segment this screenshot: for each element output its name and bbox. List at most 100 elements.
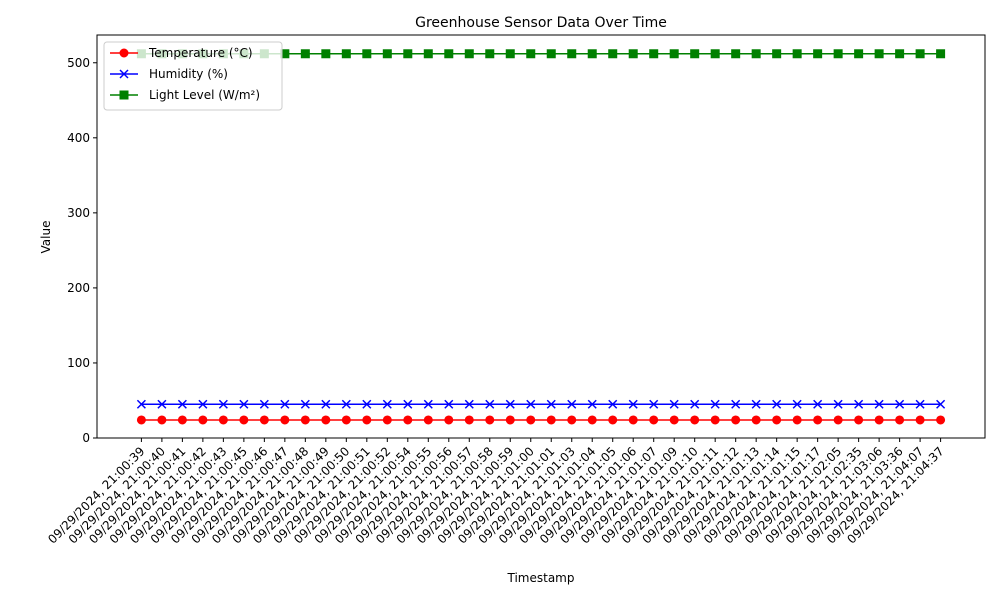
- data-point-humidity-19-stroke-b: [526, 399, 536, 409]
- data-point-humidity-0: [136, 399, 146, 409]
- data-point-humidity-36-stroke-b: [874, 399, 884, 409]
- data-point-humidity-28-stroke-b: [710, 399, 720, 409]
- data-point-temperature-c-38: [915, 415, 925, 425]
- data-point-humidity-34-stroke-b: [833, 399, 843, 409]
- data-point-humidity-29-stroke-b: [731, 399, 741, 409]
- data-point-humidity-39: [936, 399, 946, 409]
- y-tick-label-100: 100: [67, 356, 90, 370]
- data-point-humidity-1-stroke-b: [157, 399, 167, 409]
- legend-label-humidity: Humidity (%): [149, 67, 228, 81]
- data-point-temperature-c-39: [936, 415, 946, 425]
- data-point-temperature-c-5: [239, 415, 249, 425]
- data-point-light-level-w-m-9: [321, 49, 331, 59]
- data-point-temperature-c-7: [280, 415, 290, 425]
- y-tick-label-500: 500: [67, 56, 90, 70]
- data-point-temperature-c-4: [218, 415, 228, 425]
- data-point-humidity-11-stroke-b: [362, 399, 372, 409]
- y-axis: 0 100 200 300 400 500: [67, 56, 97, 445]
- data-point-temperature-c-23: [608, 415, 618, 425]
- data-point-temperature-c-34: [833, 415, 843, 425]
- data-point-humidity-36: [874, 399, 884, 409]
- data-point-humidity-2: [177, 399, 187, 409]
- data-point-temperature-c-29: [731, 415, 741, 425]
- data-point-temperature-c-13: [403, 415, 413, 425]
- data-point-humidity-6-stroke-b: [259, 399, 269, 409]
- y-axis-label: Value: [39, 221, 53, 254]
- data-point-light-level-w-m-29: [731, 49, 741, 59]
- data-point-temperature-c-35: [854, 415, 864, 425]
- y-tick-label-300: 300: [67, 206, 90, 220]
- data-point-temperature-c-2: [177, 415, 187, 425]
- data-point-temperature-c-15: [444, 415, 454, 425]
- data-point-humidity-17: [485, 399, 495, 409]
- data-point-humidity-18-stroke-b: [505, 399, 515, 409]
- data-point-light-level-w-m-28: [710, 49, 720, 59]
- data-point-temperature-c-9: [321, 415, 331, 425]
- data-point-light-level-w-m-23: [608, 49, 618, 59]
- legend-marker-humidity-stroke-b: [119, 69, 129, 79]
- data-point-humidity-35: [854, 399, 864, 409]
- data-point-humidity-10-stroke-b: [341, 399, 351, 409]
- legend-box: [103, 41, 283, 111]
- data-point-light-level-w-m-21: [567, 49, 577, 59]
- data-point-humidity-6: [259, 399, 269, 409]
- data-point-temperature-c-26: [669, 415, 679, 425]
- data-point-light-level-w-m-36: [874, 49, 884, 59]
- legend-marker-light-level-w-m: [119, 90, 129, 100]
- data-point-temperature-c-24: [628, 415, 638, 425]
- data-point-humidity-5-stroke-b: [239, 399, 249, 409]
- data-point-humidity-18: [505, 399, 515, 409]
- data-point-humidity-21: [567, 399, 577, 409]
- data-point-humidity-1: [157, 399, 167, 409]
- data-point-humidity-3-stroke-b: [198, 399, 208, 409]
- data-point-humidity-8: [300, 399, 310, 409]
- data-point-humidity-7: [280, 399, 290, 409]
- data-point-light-level-w-m-8: [300, 49, 310, 59]
- data-point-humidity-25: [649, 399, 659, 409]
- legend-label-light-level-w-m: Light Level (W/m²): [149, 88, 260, 102]
- data-point-humidity-16: [464, 399, 474, 409]
- data-point-humidity-14: [423, 399, 433, 409]
- data-point-temperature-c-17: [485, 415, 495, 425]
- data-point-humidity-13-stroke-b: [403, 399, 413, 409]
- data-point-humidity-27-stroke-b: [690, 399, 700, 409]
- data-point-humidity-13: [403, 399, 413, 409]
- data-point-humidity-15: [444, 399, 454, 409]
- data-point-light-level-w-m-34: [833, 49, 843, 59]
- data-point-humidity-23-stroke-b: [608, 399, 618, 409]
- data-point-humidity-33: [813, 399, 823, 409]
- data-point-humidity-12-stroke-b: [382, 399, 392, 409]
- data-point-humidity-25-stroke-b: [649, 399, 659, 409]
- data-point-light-level-w-m-12: [382, 49, 392, 59]
- data-point-humidity-24: [628, 399, 638, 409]
- data-point-temperature-c-12: [382, 415, 392, 425]
- legend-marker-temperature-c: [119, 48, 129, 58]
- data-point-humidity-0-stroke-b: [136, 399, 146, 409]
- data-point-light-level-w-m-16: [464, 49, 474, 59]
- data-point-light-level-w-m-14: [423, 49, 433, 59]
- data-point-humidity-23: [608, 399, 618, 409]
- data-point-temperature-c-3: [198, 415, 208, 425]
- legend-marker-humidity: [119, 69, 129, 79]
- data-point-humidity-30: [751, 399, 761, 409]
- data-point-humidity-17-stroke-b: [485, 399, 495, 409]
- data-point-temperature-c-32: [792, 415, 802, 425]
- data-point-humidity-16-stroke-b: [464, 399, 474, 409]
- data-point-humidity-7-stroke-b: [280, 399, 290, 409]
- data-point-light-level-w-m-33: [813, 49, 823, 59]
- data-point-light-level-w-m-10: [341, 49, 351, 59]
- data-point-humidity-11: [362, 399, 372, 409]
- data-point-light-level-w-m-27: [690, 49, 700, 59]
- data-point-humidity-27: [690, 399, 700, 409]
- data-point-temperature-c-21: [567, 415, 577, 425]
- data-point-temperature-c-14: [423, 415, 433, 425]
- legend: Temperature (°C) Humidity (%) Light Level …: [103, 41, 283, 111]
- data-point-humidity-30-stroke-b: [751, 399, 761, 409]
- data-point-humidity-33-stroke-b: [813, 399, 823, 409]
- data-point-light-level-w-m-20: [546, 49, 556, 59]
- data-point-humidity-26-stroke-b: [669, 399, 679, 409]
- data-point-light-level-w-m-22: [587, 49, 597, 59]
- data-point-humidity-38-stroke-b: [915, 399, 925, 409]
